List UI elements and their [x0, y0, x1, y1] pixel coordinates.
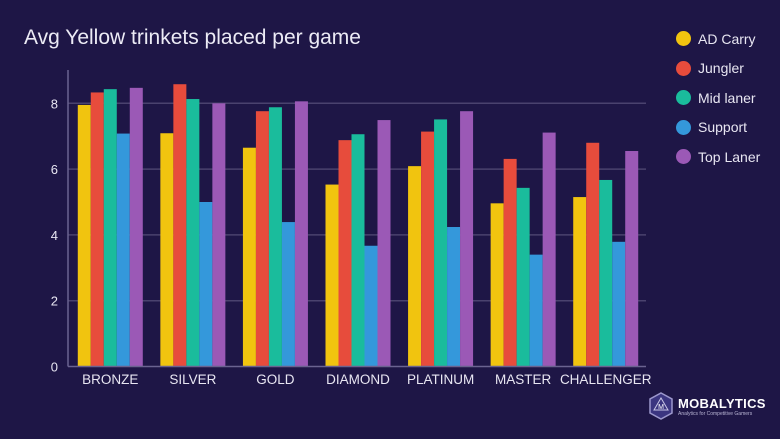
y-tick-label: 8 — [51, 96, 58, 111]
y-tick-label: 0 — [51, 360, 58, 375]
x-tick-label: MASTER — [495, 372, 552, 387]
mobalytics-logo: M MOBALYTICS Analytics for Competitive G… — [648, 392, 766, 420]
bar-platinum-mid-laner — [434, 119, 448, 367]
bar-platinum-top-laner — [460, 111, 474, 367]
bar-platinum-jungler — [421, 131, 435, 367]
y-tick-label: 2 — [51, 294, 58, 309]
bar-bronze-ad-carry — [77, 104, 91, 367]
y-tick-label: 6 — [51, 162, 58, 177]
bar-diamond-mid-laner — [351, 134, 365, 367]
bar-challenger-support — [612, 241, 626, 367]
legend-label: Top Laner — [698, 148, 761, 165]
x-tick-label: DIAMOND — [326, 372, 390, 387]
legend-item: Jungler — [676, 54, 760, 84]
bar-silver-ad-carry — [160, 133, 174, 367]
bar-diamond-ad-carry — [325, 184, 339, 367]
bar-diamond-jungler — [338, 140, 352, 367]
bar-silver-mid-laner — [186, 99, 200, 367]
bar-silver-top-laner — [212, 103, 226, 367]
x-tick-label: GOLD — [256, 372, 295, 387]
bar-gold-mid-laner — [268, 107, 282, 367]
bar-platinum-support — [447, 227, 461, 367]
legend-item: Support — [676, 113, 760, 143]
bar-master-jungler — [503, 158, 517, 367]
bar-master-support — [529, 254, 543, 367]
legend-label: Support — [698, 119, 748, 136]
legend-swatch — [676, 31, 691, 47]
bar-silver-support — [199, 202, 213, 367]
legend-swatch — [676, 90, 691, 106]
bar-master-top-laner — [542, 132, 556, 367]
bar-diamond-top-laner — [377, 120, 391, 367]
bar-gold-support — [281, 222, 295, 367]
legend-item: AD Carry — [676, 24, 760, 54]
bar-bronze-top-laner — [129, 87, 143, 367]
legend-swatch — [676, 149, 691, 165]
bar-bronze-support — [116, 133, 130, 367]
bar-challenger-jungler — [586, 142, 600, 367]
bar-gold-top-laner — [294, 101, 308, 367]
x-tick-label: BRONZE — [82, 372, 138, 387]
bar-master-ad-carry — [490, 203, 504, 367]
bar-bronze-mid-laner — [103, 89, 117, 367]
legend-item: Top Laner — [676, 142, 760, 172]
bar-master-mid-laner — [516, 187, 530, 367]
bar-bronze-jungler — [90, 92, 104, 367]
bar-challenger-top-laner — [625, 151, 639, 367]
legend-item: Mid laner — [676, 83, 760, 113]
chart-title: Avg Yellow trinkets placed per game — [24, 26, 361, 49]
legend-label: Mid laner — [698, 89, 756, 106]
x-tick-label: PLATINUM — [407, 372, 474, 387]
bar-gold-jungler — [255, 111, 269, 367]
bar-gold-ad-carry — [242, 147, 256, 367]
legend: AD Carry Jungler Mid laner Support Top Laner — [676, 24, 760, 172]
x-tick-label: CHALLENGER — [560, 372, 652, 387]
legend-label: Jungler — [698, 60, 744, 77]
bar-challenger-ad-carry — [573, 197, 587, 367]
bar-challenger-mid-laner — [599, 179, 613, 367]
mobalytics-logo-icon: M — [649, 392, 673, 420]
y-tick-label: 4 — [51, 228, 58, 243]
x-tick-label: SILVER — [169, 372, 216, 387]
legend-swatch — [676, 60, 691, 76]
logo-tagline: Analytics for Competitive Gamers — [678, 410, 753, 417]
legend-label: AD Carry — [698, 30, 756, 47]
legend-swatch — [676, 119, 691, 135]
bar-platinum-ad-carry — [408, 166, 422, 367]
svg-text:M: M — [658, 404, 664, 411]
bar-silver-jungler — [173, 84, 187, 367]
bar-diamond-support — [364, 245, 378, 367]
logo-name: MOBALYTICS — [678, 395, 766, 411]
